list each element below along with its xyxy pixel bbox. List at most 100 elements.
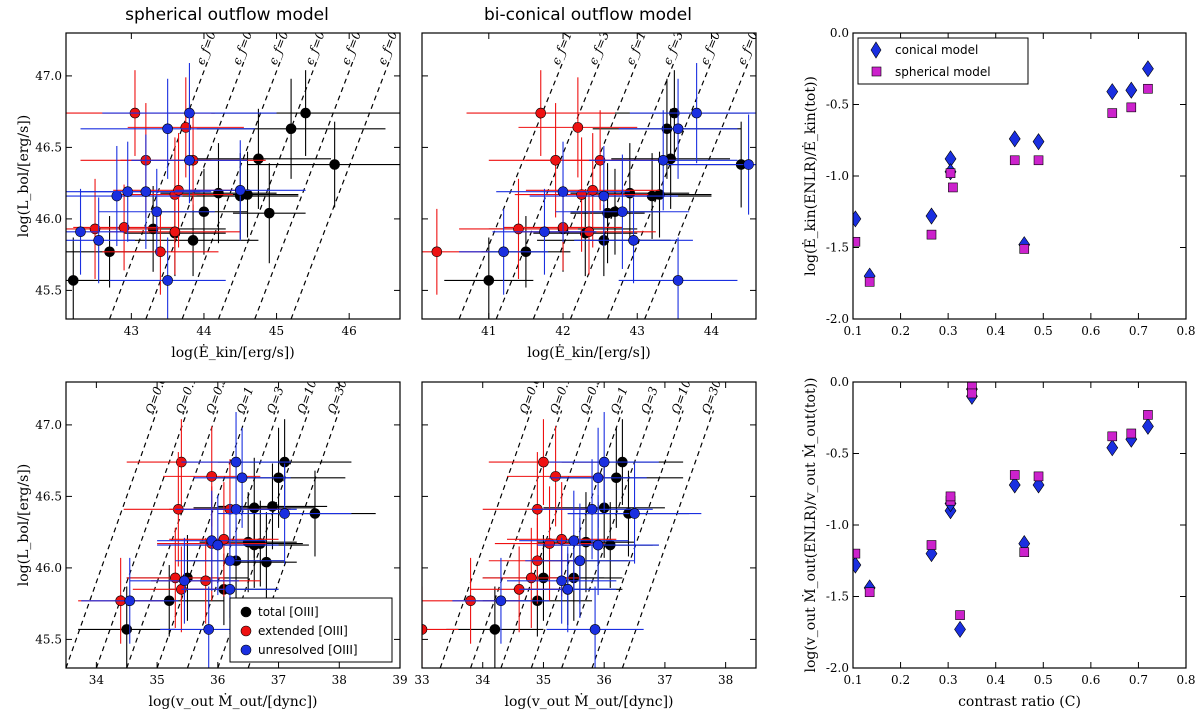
reference-line-label: Ω=0.03: [142, 367, 171, 417]
x-tick-label: 43: [124, 324, 139, 338]
x-tick-label: 44: [704, 324, 720, 338]
x-tick-label: 42: [555, 324, 570, 338]
x-tick-label: 39: [392, 673, 407, 687]
data-point: [568, 535, 580, 547]
data-point: [589, 624, 601, 635]
data-point: [580, 536, 592, 548]
axes-frame: [421, 381, 757, 669]
data-point: [628, 235, 639, 246]
legend-label-extended: extended [OIII]: [258, 624, 348, 638]
data-point: [279, 508, 290, 519]
x-tick-label: 0.1: [843, 673, 862, 687]
x-axis-label: contrast ratio (C): [958, 694, 1081, 710]
x-tick-label: 0.6: [1081, 673, 1100, 687]
data-point: [184, 107, 195, 119]
x-tick-label: 38: [332, 673, 347, 687]
legend-label-unresolved: unresolved [OIII]: [258, 643, 358, 657]
reference-line-label: Ω=0.03: [517, 367, 546, 417]
square-point: [967, 388, 977, 399]
reference-line: [591, 410, 684, 668]
y-tick-label: -0.5: [826, 447, 849, 461]
diamond-point: [853, 556, 862, 574]
x-tick-label: 37: [657, 673, 672, 687]
x-tick-label: 35: [149, 673, 164, 687]
data-point: [629, 508, 640, 519]
x-tick-label: 38: [718, 673, 733, 687]
plot-area: ϵ_f=1×10⁻⁴ϵ_f=3×10⁻⁴ϵ_f=1×10⁻³ϵ_f=3×10⁻³…: [422, 4, 770, 319]
data-point: [224, 584, 236, 595]
data-point: [672, 123, 684, 135]
y-axis-label: log(Ė_kin(ENLR)/Ė_kin(tot)): [801, 76, 819, 276]
data-point: [206, 471, 218, 482]
y-tick-label: 45.5: [35, 632, 62, 646]
y-tick-label: 46.0: [35, 212, 62, 226]
data-point: [672, 275, 684, 286]
reference-line-label: ϵ_f=0.003: [734, 4, 770, 67]
square-point: [1107, 108, 1118, 118]
data-point: [184, 154, 195, 166]
data-point: [557, 186, 569, 198]
diamond-point: [1032, 133, 1045, 151]
y-axis-label: log(L_bol/[erg/s]): [16, 115, 32, 237]
legend-models: conical model spherical model: [857, 37, 1029, 85]
diamond-point: [1008, 130, 1021, 148]
data-point: [691, 107, 702, 119]
reference-line-label: Ω=0.1: [173, 374, 200, 416]
panel-p2: ϵ_f=1×10⁻⁴ϵ_f=3×10⁻⁴ϵ_f=1×10⁻³ϵ_f=3×10⁻³…: [421, 4, 770, 361]
title-biconical-model: bi-conical outflow model: [484, 5, 692, 25]
legend-components: total [OIII] extended [OIII] unresolved [O…: [229, 597, 393, 663]
data-point: [657, 154, 669, 166]
x-tick-label: 0.6: [1081, 324, 1100, 338]
square-point: [1033, 155, 1044, 166]
data-point: [93, 235, 104, 246]
y-tick-label: 46.5: [35, 489, 62, 503]
y-tick-label: 46.0: [35, 561, 62, 575]
square-point: [1033, 471, 1044, 482]
diamond-point: [1106, 439, 1119, 457]
square-point: [864, 277, 875, 287]
panel-p1: ϵ_f=0.001 ϵ_f=0.003 ϵ_f=0.01 ϵ_f=0.03 ϵ_f=0.…: [16, 32, 401, 361]
data-point: [544, 538, 555, 549]
axes-frame: [65, 381, 401, 669]
data-point: [592, 539, 604, 551]
data-point: [550, 471, 561, 482]
data-point: [236, 472, 248, 484]
x-axis-label: log(Ė_kin/[erg/s]): [171, 343, 294, 361]
x-tick-label: 0.2: [891, 324, 910, 338]
axes-frame: [852, 381, 1187, 669]
plot-area: Ω=0.03 Ω=0.1 Ω=0.3 Ω=1 Ω=3 Ω=10 Ω=30: [422, 367, 724, 668]
data-point: [329, 159, 340, 170]
data-point: [431, 246, 443, 258]
x-tick-label: 0.2: [891, 673, 910, 687]
reference-line: [439, 410, 532, 668]
diamond-point: [1142, 60, 1154, 78]
diamond-point: [1008, 476, 1021, 494]
legend-marker-spherical: [871, 66, 882, 77]
plot-area: [853, 382, 1154, 638]
y-tick-label: 0.0: [830, 375, 849, 389]
x-axis-label: log(Ė_kin/[erg/s]): [527, 343, 650, 361]
x-tick-label: 0.1: [843, 324, 862, 338]
x-tick-label: 34: [475, 673, 491, 687]
square-point: [1019, 547, 1030, 557]
data-point: [587, 185, 599, 196]
x-tick-label: 45: [269, 324, 284, 338]
x-tick-label: 0.4: [986, 673, 1005, 687]
reference-line-label: Ω=0.1: [547, 374, 574, 416]
data-point: [556, 575, 567, 587]
square-point: [926, 229, 937, 240]
square-point: [948, 182, 958, 193]
data-point: [526, 572, 537, 584]
data-point: [212, 539, 224, 551]
reference-line-label: Ω=1: [608, 385, 631, 417]
data-point: [624, 187, 636, 199]
data-point: [598, 456, 610, 468]
legend-label-total: total [OIII]: [258, 605, 319, 619]
reference-line-label: Ω=1: [233, 385, 256, 417]
data-point: [230, 456, 242, 468]
diamond-point: [1106, 83, 1119, 101]
y-tick-label: -1.0: [826, 169, 849, 183]
legend-label-conical: conical model: [895, 43, 978, 57]
square-point: [1107, 431, 1118, 442]
